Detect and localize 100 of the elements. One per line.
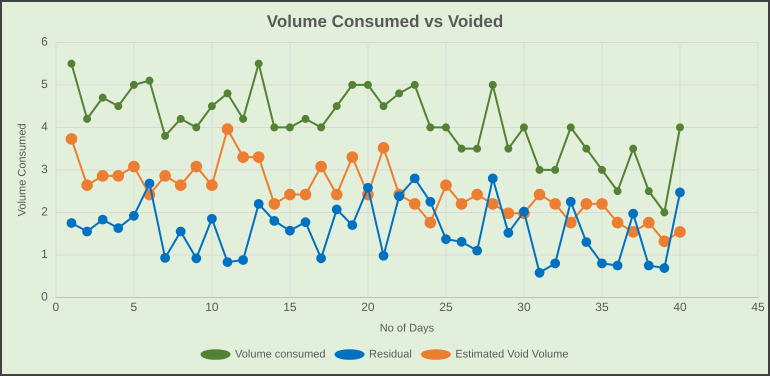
point (348, 80, 356, 89)
x-tick-label: 5 (130, 300, 138, 314)
point (614, 187, 622, 196)
point (456, 198, 468, 210)
point (628, 208, 638, 219)
point (378, 250, 388, 261)
point (410, 80, 419, 89)
point (208, 102, 216, 110)
point (612, 216, 624, 228)
point (551, 166, 560, 174)
point (456, 236, 466, 247)
y-tick-label: 3 (41, 162, 48, 176)
point (270, 123, 278, 132)
point (67, 60, 76, 68)
point (144, 178, 154, 188)
x-tick-label: 35 (595, 300, 609, 314)
point (534, 188, 546, 200)
point (269, 216, 280, 226)
point (520, 123, 528, 132)
point (192, 123, 200, 132)
point (486, 198, 499, 210)
point (98, 214, 108, 225)
point (660, 208, 668, 216)
point (300, 188, 312, 200)
point (176, 114, 185, 123)
point (317, 123, 326, 132)
point (394, 191, 404, 202)
x-tick-label: 20 (361, 300, 375, 314)
point (285, 226, 295, 236)
point (580, 198, 592, 210)
point (330, 188, 343, 200)
y-tick-label: 0 (41, 290, 48, 304)
point (96, 170, 108, 182)
point (644, 260, 654, 270)
point (316, 253, 326, 264)
point (581, 237, 592, 248)
point (66, 218, 76, 228)
point (81, 179, 93, 191)
point (550, 258, 560, 268)
point (284, 188, 296, 200)
point (442, 123, 450, 132)
legend-label: Residual (369, 348, 412, 361)
x-tick-label: 30 (517, 300, 531, 314)
point (473, 144, 482, 153)
point (190, 160, 202, 172)
y-axis-title: Volume Consumed (16, 123, 29, 216)
point (378, 142, 390, 154)
point (629, 144, 638, 153)
point (145, 76, 154, 85)
point (128, 210, 139, 221)
point (395, 89, 404, 98)
point (425, 196, 436, 207)
point (237, 151, 249, 163)
point (549, 198, 561, 210)
point (315, 160, 327, 172)
point (488, 174, 498, 184)
point (286, 123, 294, 132)
point (596, 198, 608, 210)
point (161, 132, 170, 140)
point (564, 216, 577, 228)
x-tick-label: 15 (283, 300, 297, 314)
point (642, 216, 655, 228)
point (598, 166, 606, 174)
point (113, 223, 124, 234)
x-tick-label: 40 (673, 300, 687, 314)
point (424, 216, 436, 228)
point (472, 246, 482, 256)
point (222, 123, 234, 135)
point (674, 226, 686, 238)
point (675, 188, 685, 198)
y-tick-label: 6 (41, 34, 48, 49)
x-tick-label: 0 (52, 300, 60, 314)
point (426, 123, 434, 132)
point (332, 102, 341, 110)
point (364, 80, 372, 89)
point (207, 214, 217, 224)
point (536, 166, 544, 174)
point (112, 170, 124, 182)
point (658, 236, 670, 248)
y-tick-label: 5 (41, 77, 48, 92)
point (254, 199, 264, 209)
point (252, 151, 265, 163)
point (582, 144, 590, 153)
y-tick-label: 4 (41, 120, 48, 134)
point (114, 102, 122, 110)
point (128, 160, 140, 172)
point (174, 179, 186, 191)
x-tick-label: 45 (751, 300, 765, 314)
point (347, 220, 358, 230)
point (191, 253, 202, 264)
point (206, 179, 218, 191)
y-tick-label: 2 (41, 204, 48, 219)
point (410, 174, 420, 184)
point (130, 80, 138, 89)
point (458, 144, 466, 153)
point (160, 252, 170, 263)
point (408, 198, 421, 210)
point (332, 204, 342, 214)
point (82, 226, 92, 236)
point (612, 260, 622, 270)
